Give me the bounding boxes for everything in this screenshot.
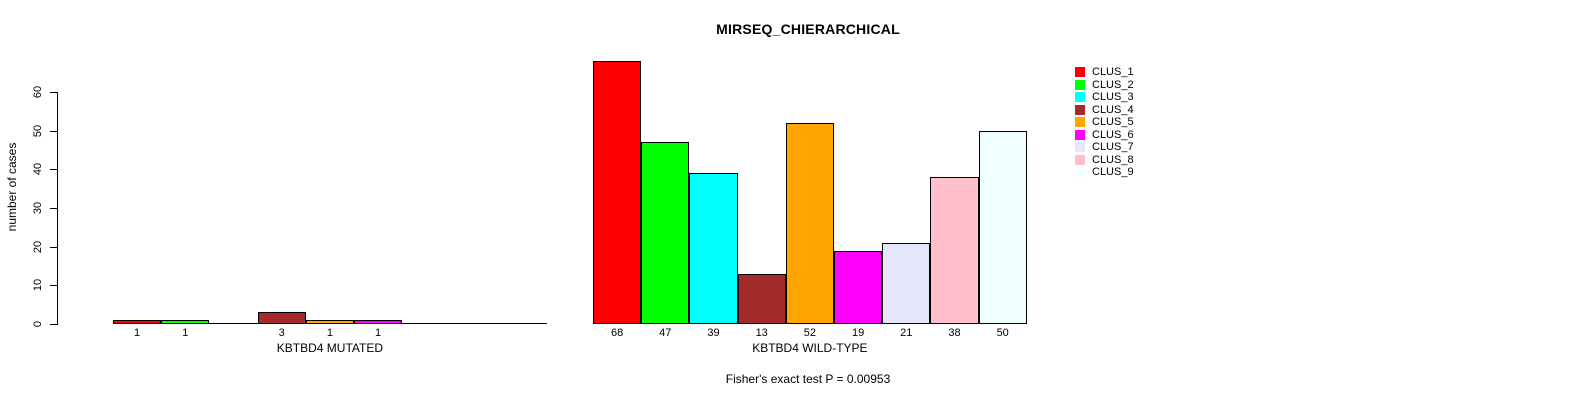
bar-CLUS_8 xyxy=(930,177,979,324)
bar-value-label: 52 xyxy=(803,327,817,339)
zero-bar-CLUS_7 xyxy=(402,323,451,324)
bar-value-label: 50 xyxy=(996,327,1009,339)
zero-bar-CLUS_9 xyxy=(498,323,547,324)
y-tick-label: 30 xyxy=(32,201,44,215)
bar-CLUS_7 xyxy=(882,242,931,324)
legend-label: CLUS_9 xyxy=(1092,166,1134,179)
legend-swatch-CLUS_5 xyxy=(1075,117,1085,128)
bar-CLUS_2 xyxy=(641,142,690,324)
bar-value-label: 1 xyxy=(326,327,333,339)
bar-value-label: 38 xyxy=(948,327,961,339)
legend-swatch-CLUS_7 xyxy=(1075,142,1085,153)
legend-label: CLUS_4 xyxy=(1092,103,1134,116)
legend-swatch-CLUS_1 xyxy=(1075,67,1085,77)
legend-label: CLUS_2 xyxy=(1092,78,1134,91)
y-tick-label: 60 xyxy=(32,85,44,99)
y-axis-line xyxy=(57,92,58,325)
y-tick-mark xyxy=(50,246,57,248)
y-tick-label: 20 xyxy=(32,240,44,253)
bar-CLUS_2 xyxy=(161,320,210,324)
y-tick-mark xyxy=(50,324,57,325)
legend-label: CLUS_3 xyxy=(1092,91,1134,104)
bar-value-label: 1 xyxy=(375,327,382,339)
legend-label: CLUS_6 xyxy=(1092,128,1134,141)
legend-label: CLUS_5 xyxy=(1092,116,1134,129)
x-axis-label: KBTBD4 MUTATED xyxy=(276,341,384,355)
bar-CLUS_1 xyxy=(113,320,162,324)
bar-value-label: 19 xyxy=(851,327,865,339)
y-tick-mark xyxy=(50,130,57,132)
bar-value-label: 47 xyxy=(659,327,672,339)
y-tick-mark xyxy=(50,285,57,287)
bar-CLUS_4 xyxy=(257,312,306,324)
zero-bar-CLUS_3 xyxy=(209,323,258,324)
legend-swatch-CLUS_4 xyxy=(1075,104,1085,115)
legend-swatch-CLUS_8 xyxy=(1075,154,1085,165)
bar-CLUS_9 xyxy=(978,130,1027,324)
bar-value-label: 1 xyxy=(134,327,141,339)
legend-swatch-CLUS_2 xyxy=(1075,79,1085,90)
legend-label: CLUS_7 xyxy=(1092,141,1134,154)
bar-value-label: 68 xyxy=(610,327,624,339)
fisher-test-note: Fisher's exact test P = 0.00953 xyxy=(725,372,891,386)
legend-swatch-CLUS_9 xyxy=(1075,167,1085,178)
legend-swatch-CLUS_6 xyxy=(1075,129,1085,140)
bar-CLUS_1 xyxy=(593,61,642,324)
chart-title: MIRSEQ_CHIERARCHICAL xyxy=(716,21,900,37)
y-tick-label: 50 xyxy=(32,124,44,137)
legend-label: CLUS_1 xyxy=(1092,66,1134,78)
y-tick-mark xyxy=(50,169,57,171)
bar-CLUS_6 xyxy=(354,320,403,324)
bar-CLUS_3 xyxy=(689,173,738,324)
bar-value-label: 39 xyxy=(707,327,720,339)
legend-swatch-CLUS_3 xyxy=(1075,92,1085,103)
bar-value-label: 1 xyxy=(182,327,189,339)
y-tick-label: 10 xyxy=(32,279,44,292)
y-tick-label: 0 xyxy=(32,320,44,328)
legend-label: CLUS_8 xyxy=(1092,153,1134,166)
bar-CLUS_6 xyxy=(834,250,883,324)
y-axis-label: number of cases xyxy=(5,142,19,232)
bar-value-label: 21 xyxy=(900,327,913,339)
bar-CLUS_5 xyxy=(785,122,834,324)
zero-bar-CLUS_8 xyxy=(450,323,499,324)
bar-value-label: 13 xyxy=(755,327,768,339)
y-tick-mark xyxy=(50,208,57,209)
x-axis-label: KBTBD4 WILD-TYPE xyxy=(752,341,868,355)
bar-value-label: 3 xyxy=(278,327,285,339)
bar-CLUS_4 xyxy=(737,273,786,324)
y-tick-label: 40 xyxy=(32,163,44,176)
bar-CLUS_5 xyxy=(305,320,354,324)
y-tick-mark xyxy=(50,92,57,93)
